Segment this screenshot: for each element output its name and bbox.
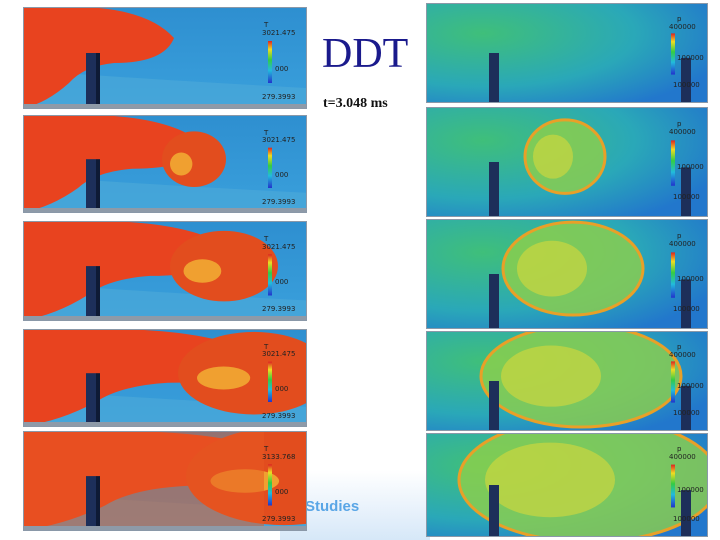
legend-variable: p: [677, 14, 682, 23]
temperature-field-image: [24, 116, 306, 212]
legend-min: 279.3993: [262, 305, 296, 314]
slide-title: DDT: [322, 31, 409, 77]
legend-max: 400000: [669, 240, 696, 249]
legend-min: 100000: [673, 81, 700, 90]
pressure-field-image: [427, 220, 707, 328]
legend-variable: T: [264, 128, 269, 137]
pressure-field-panel: p 400000 100000 100000: [427, 220, 707, 328]
pressure-field-image: [427, 332, 707, 430]
legend-variable: p: [677, 445, 682, 454]
pressure-field-image: [427, 108, 707, 216]
legend-min: 279.3993: [262, 515, 296, 524]
legend-mid: 100000: [677, 486, 704, 495]
pressure-field-image: [427, 4, 707, 102]
legend-min: 100000: [673, 305, 700, 314]
legend-mid: 000: [275, 384, 289, 393]
temperature-field-panel: T 3021.475 000 279.3993: [24, 116, 306, 212]
legend-max: 400000: [669, 128, 696, 137]
legend-min: 279.3993: [262, 93, 296, 101]
legend-max: 3021.475: [262, 350, 296, 359]
legend-mid: 000: [275, 487, 289, 496]
legend-min: 100000: [673, 409, 700, 418]
temperature-field-image: [24, 222, 306, 320]
temperature-field-panel: T 3133.768 000 279.3993: [24, 432, 306, 530]
temperature-field-panel: T 3021.475 000 279.3993: [24, 222, 306, 320]
legend-variable: T: [264, 21, 269, 29]
pressure-field-panel: p 400000 100000 100000: [427, 434, 707, 536]
legend-variable: T: [264, 444, 269, 453]
legend-max: 3021.475: [262, 136, 296, 145]
temperature-field-panel: T 3021.475 000 279.3993: [24, 330, 306, 426]
legend-variable: p: [677, 231, 682, 240]
legend-mid: 000: [275, 65, 289, 73]
legend-mid: 100000: [677, 163, 704, 172]
legend-mid: 100000: [677, 53, 704, 62]
temperature-field-panel: T 3021.475 000 279.3993: [24, 8, 306, 108]
legend-mid: 000: [275, 277, 289, 286]
legend-mid: 100000: [677, 381, 704, 390]
legend-max: 3021.475: [262, 29, 296, 37]
legend-min: 100000: [673, 514, 700, 523]
footer-text: Studies: [305, 498, 360, 515]
legend-min: 279.3993: [262, 197, 296, 206]
legend-max: 400000: [669, 22, 696, 31]
legend-max: 400000: [669, 453, 696, 462]
legend-variable: T: [264, 234, 269, 243]
legend-min: 279.3993: [262, 411, 296, 420]
legend-min: 100000: [673, 193, 700, 202]
temperature-field-image: [24, 330, 306, 426]
legend-max: 3133.768: [262, 452, 296, 461]
pressure-field-panel: p 400000 100000 100000: [427, 108, 707, 216]
legend-mid: 100000: [677, 275, 704, 284]
pressure-field-panel: p 400000 100000 100000: [427, 4, 707, 102]
temperature-field-image: [24, 8, 306, 108]
legend-variable: p: [677, 119, 682, 128]
legend-variable: p: [677, 342, 682, 351]
temperature-field-image: [24, 432, 306, 530]
legend-max: 400000: [669, 350, 696, 359]
pressure-field-panel: p 400000 100000 100000: [427, 332, 707, 430]
legend-variable: T: [264, 342, 269, 351]
pressure-field-image: [427, 434, 707, 536]
legend-max: 3021.475: [262, 242, 296, 251]
time-label: t=3.048 ms: [323, 96, 388, 111]
legend-mid: 000: [275, 170, 289, 179]
